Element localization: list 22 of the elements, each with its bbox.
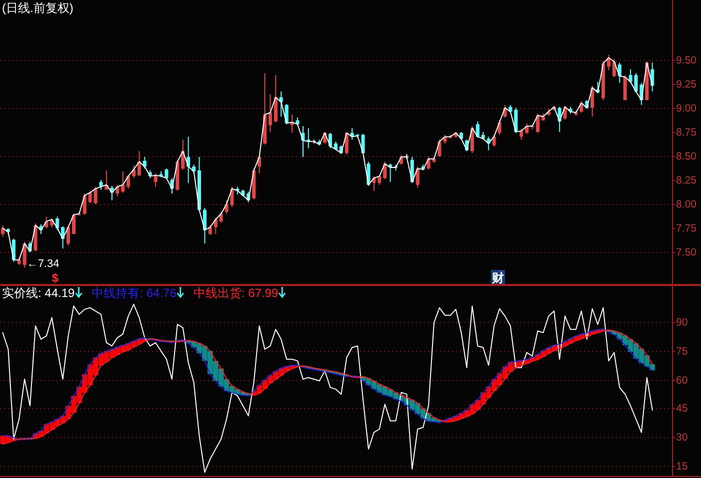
y-tick-label: 9.00 (676, 102, 697, 114)
y-tick-label: 45 (676, 402, 688, 414)
y-tick-label: 15 (676, 460, 688, 472)
annotation: ←7.34 (26, 258, 60, 270)
y-tick-label: 7.50 (676, 246, 697, 258)
y-tick-label: 30 (676, 432, 688, 444)
series-label: 实价线: 44.19 (2, 286, 76, 300)
y-tick-label: 8.75 (676, 126, 697, 138)
y-tick-label: 75 (676, 346, 688, 358)
y-tick-label: 90 (676, 316, 688, 328)
y-tick-label: 8.25 (676, 174, 697, 186)
y-tick-label: 9.50 (676, 54, 697, 66)
annotation: 财 (490, 271, 504, 285)
y-tick-label: 7.75 (676, 222, 697, 234)
y-tick-label: 8.50 (676, 150, 697, 162)
y-tick-label: 9.25 (676, 78, 697, 90)
text: 中线出货: 67.99 (193, 286, 278, 300)
text: 中线持有: 64.76 (92, 286, 177, 300)
y-tick-label: 60 (676, 374, 688, 386)
y-tick-label: 8.00 (676, 198, 697, 210)
annotation: $ (52, 271, 59, 285)
chart-title: (日线.前复权) (2, 1, 74, 15)
